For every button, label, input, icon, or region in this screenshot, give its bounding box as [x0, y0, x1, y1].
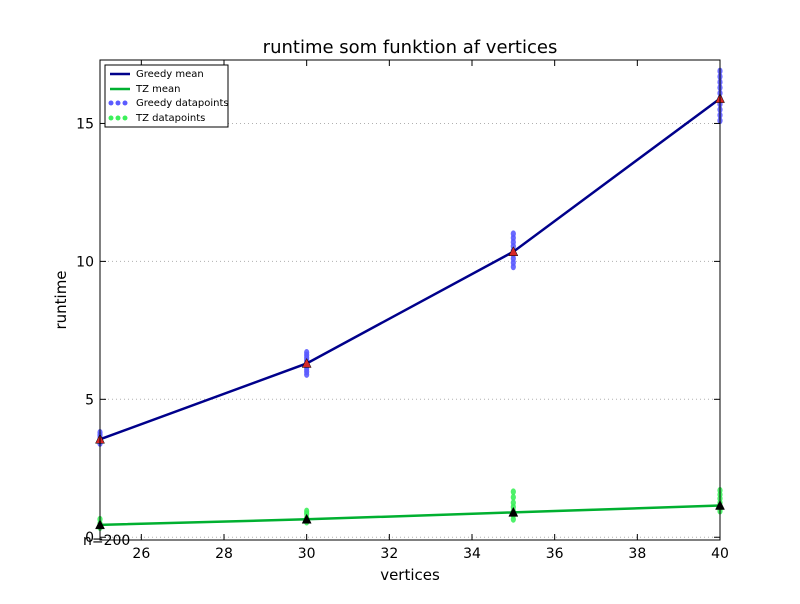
legend-swatch-tz-datapoints-dot	[115, 115, 121, 121]
legend-label-tz-mean: TZ mean	[135, 84, 181, 95]
x-tick-label: 26	[132, 546, 150, 562]
tz-datapoints-point	[510, 499, 516, 507]
x-axis-label: vertices	[380, 566, 440, 584]
x-tick-label: 34	[463, 546, 481, 562]
grid-layer	[100, 122, 720, 538]
x-tick-label: 36	[546, 546, 564, 562]
chart-title: runtime som funktion af vertices	[263, 37, 558, 58]
y-tick-label: 10	[76, 254, 94, 270]
greedy-datapoints-point	[510, 230, 516, 238]
legend: Greedy mean TZ mean Greedy datapoints TZ…	[104, 64, 229, 128]
legend-swatch-tz-datapoints-dot	[122, 115, 128, 121]
sample-size-annotation: n=200	[83, 533, 130, 549]
y-tick-label: 15	[76, 116, 94, 132]
legend-swatch-tz-datapoints-dot	[108, 115, 114, 121]
tz-mean-marker	[508, 506, 519, 517]
legend-swatch-greedy-datapoints-dot	[108, 100, 114, 106]
plot-frame	[99, 59, 721, 541]
legend-label-greedy-datapoints: Greedy datapoints	[136, 98, 229, 109]
x-tick-label: 28	[215, 546, 233, 562]
x-tick-label: 40	[711, 546, 729, 562]
x-tick-label: 38	[628, 546, 646, 562]
legend-swatch-greedy-datapoints-dot	[115, 100, 121, 106]
tick-layer: 0 5 10 15 26 28 30 32 34 36 38 40	[76, 60, 729, 562]
tz-datapoints-point	[510, 493, 516, 501]
x-tick-label: 32	[380, 546, 398, 562]
tz-mean-line	[99, 504, 721, 527]
greedy-mean-marker	[508, 246, 519, 256]
x-tick-label: 30	[298, 546, 316, 562]
y-axis-label: runtime	[52, 270, 70, 329]
y-tick-label: 0	[85, 530, 94, 546]
legend-label-greedy-mean: Greedy mean	[136, 69, 204, 80]
y-tick-label: 5	[85, 392, 94, 408]
tz-mean-marker	[301, 513, 312, 524]
greedy-datapoints-point	[304, 349, 310, 356]
legend-label-tz-datapoints: TZ datapoints	[135, 113, 205, 124]
legend-swatch-greedy-datapoints-dot	[122, 100, 128, 106]
tz-datapoints-point	[304, 507, 310, 515]
greedy-mean-line	[99, 97, 721, 441]
tz-datapoints-point	[510, 488, 516, 496]
greedy-mean-marker	[301, 357, 312, 368]
